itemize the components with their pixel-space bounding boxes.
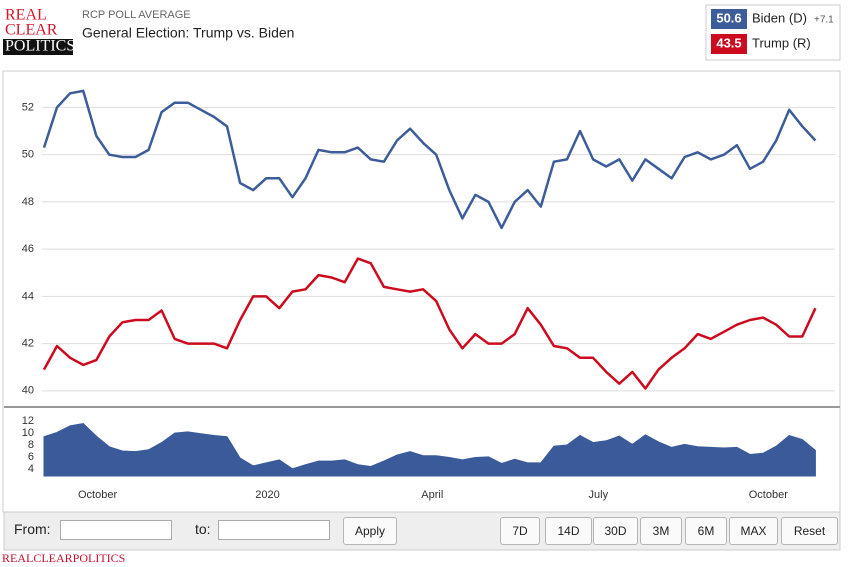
- kicker: RCP POLL AVERAGE: [82, 9, 191, 21]
- y-tick-label: 12: [22, 415, 34, 427]
- chart-frame: [2, 70, 841, 513]
- logo: REAL CLEAR POLITICS: [3, 7, 75, 56]
- logo-text: POLITICS: [5, 38, 75, 55]
- range-button[interactable]: 14D: [545, 517, 592, 545]
- to-label: to:: [195, 521, 211, 537]
- x-tick-label: October: [78, 489, 117, 501]
- logo-text: CLEAR: [5, 22, 58, 39]
- legend-lead: +7.1: [814, 15, 834, 26]
- logo-bar: [3, 39, 73, 55]
- spread-area: [43, 422, 816, 477]
- x-tick-label: July: [589, 489, 609, 501]
- y-tick-label: 50: [22, 149, 34, 161]
- y-tick-label: 42: [22, 338, 34, 350]
- from-input[interactable]: [60, 520, 172, 540]
- legend-value: 43.5: [716, 35, 741, 50]
- series-line: [42, 257, 817, 390]
- x-tick-label: April: [421, 489, 443, 501]
- legend-label: Trump (R): [752, 35, 811, 50]
- range-button[interactable]: 30D: [593, 517, 638, 545]
- legend-swatch: [711, 34, 747, 54]
- logo-text: REAL: [5, 7, 47, 24]
- y-tick-label: 8: [28, 439, 34, 451]
- y-tick-label: 44: [22, 290, 34, 302]
- apply-button[interactable]: Apply: [343, 517, 397, 545]
- y-tick-label: 46: [22, 243, 34, 255]
- to-input[interactable]: [218, 520, 330, 540]
- y-tick-label: 10: [22, 427, 34, 439]
- legend-swatch: [711, 9, 747, 29]
- y-tick-label: 40: [22, 385, 34, 397]
- range-button[interactable]: Reset: [781, 517, 838, 545]
- range-button[interactable]: 3M: [640, 517, 682, 545]
- chart-title: General Election: Trump vs. Biden: [82, 25, 294, 41]
- from-label: From:: [14, 521, 51, 537]
- y-tick-label: 48: [22, 196, 34, 208]
- x-tick-label: 2020: [255, 489, 279, 501]
- legend-value: 50.6: [716, 10, 741, 25]
- footer: REALCLEARPOLITICS: [2, 551, 125, 565]
- series-line: [42, 89, 817, 230]
- range-button[interactable]: 6M: [685, 517, 727, 545]
- x-tick-label: October: [749, 489, 788, 501]
- y-tick-label: 6: [28, 451, 34, 463]
- range-button[interactable]: MAX: [729, 517, 778, 545]
- y-tick-label: 4: [28, 463, 34, 475]
- range-button[interactable]: 7D: [500, 517, 540, 545]
- legend-label: Biden (D): [752, 10, 807, 25]
- y-tick-label: 52: [22, 101, 34, 113]
